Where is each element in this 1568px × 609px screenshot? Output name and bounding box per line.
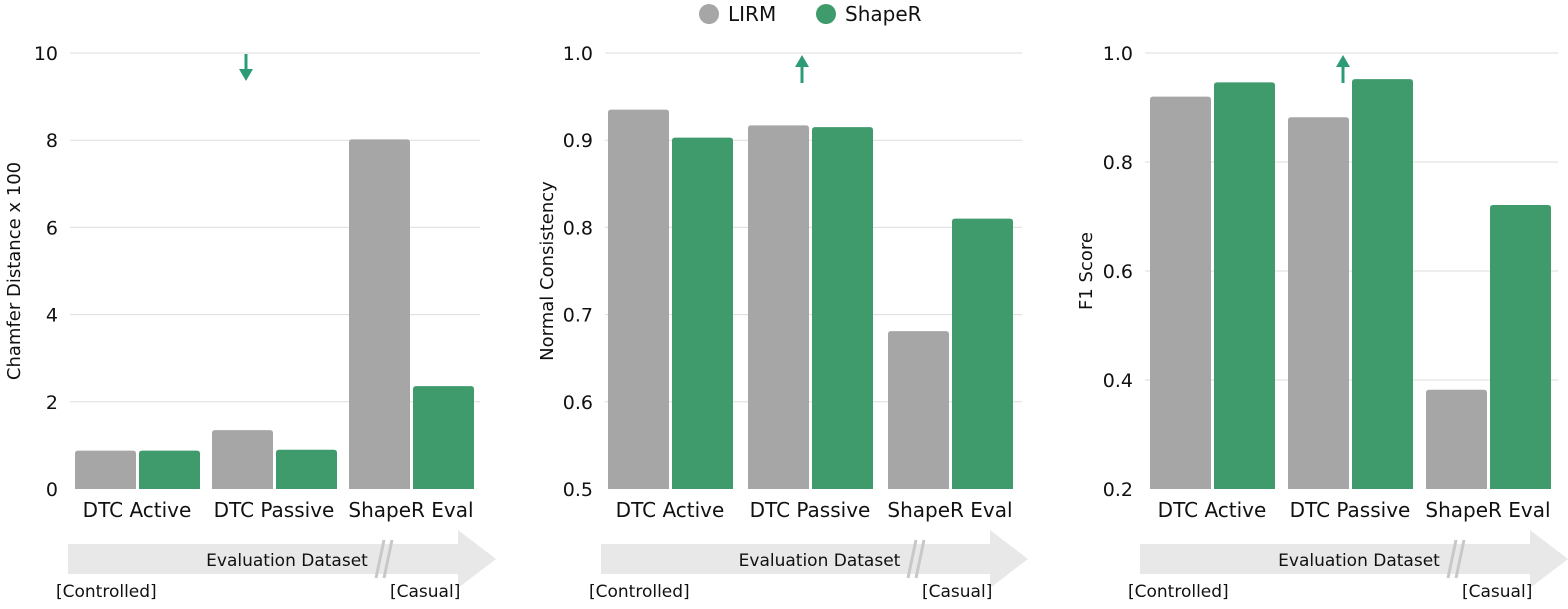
casual-tag: [Casual] [390,582,460,602]
y-tick-label: 2 [46,392,58,414]
dataset-arrow-label: Evaluation Dataset [1278,551,1440,571]
chart-panel-1: 0 2 4 6 8 10 Chamfer Distance x 100 DTC Active D… [4,43,496,602]
x-tick-label: ShapeR Eval [887,498,1012,522]
casual-tag: [Casual] [922,582,992,602]
y-tick-label: 8 [46,130,58,152]
x-tick-label: DTC Active [616,498,725,522]
bar-lirm-dtc-passive [1288,117,1349,489]
y-axis-label: Chamfer Distance x 100 [4,162,25,380]
y-tick-label: 0.6 [563,392,593,414]
bar-shaper-dtc-active [1214,82,1275,490]
arrow-up-icon [1336,55,1350,83]
casual-tag: [Casual] [1462,582,1532,602]
bar-lirm-dtc-active [608,109,669,490]
arrow-down-icon [239,54,253,81]
y-tick-label: 0.6 [1103,261,1133,283]
bar-shaper-dtc-active [672,137,733,490]
y-tick-label: 1.0 [1103,43,1133,65]
bar-shaper-shaper-eval [1490,205,1551,489]
dataset-arrow: Evaluation Dataset [601,530,1028,588]
bar-shaper-dtc-passive [812,127,873,490]
bar-shaper-dtc-passive [1352,79,1413,489]
legend-label-shaper: ShapeR [845,2,922,26]
bar-shaper-dtc-passive [276,449,337,489]
y-tick-label: 0.2 [1103,479,1133,501]
bar-lirm-dtc-passive [212,430,273,489]
y-axis-label: Normal Consistency [537,181,558,361]
dataset-arrow: Evaluation Dataset [68,530,496,588]
y-tick-label: 10 [34,43,58,65]
axis-break-icon [374,539,394,579]
dataset-arrow-shape [601,530,1028,588]
x-tick-label: DTC Active [1158,498,1267,522]
y-tick-label: 0.8 [563,217,593,239]
x-tick-label: ShapeR Eval [348,498,473,522]
legend-label-lirm: LIRM [728,2,776,26]
axis-break-icon [906,539,926,579]
y-tick-label: 6 [46,217,58,239]
dataset-arrow: Evaluation Dataset [1140,530,1568,588]
chart-panel-3: 0.2 0.4 0.6 0.8 1.0 F1 Score DTC Active DTC Pas… [1076,43,1568,602]
legend-swatch-lirm [699,4,719,24]
controlled-tag: [Controlled] [56,582,157,602]
dataset-arrow-shape [1140,530,1568,588]
x-tick-label: DTC Passive [214,498,335,522]
y-tick-label: 0.4 [1103,370,1133,392]
y-axis-label: F1 Score [1076,232,1097,310]
y-tick-label: 0 [46,479,58,501]
bar-lirm-dtc-passive [748,125,809,489]
bar-lirm-shaper-eval [349,139,410,489]
x-tick-label: DTC Passive [750,498,871,522]
dataset-arrow-shape [68,530,496,588]
bar-lirm-dtc-active [1150,96,1211,489]
dataset-arrow-label: Evaluation Dataset [739,551,901,571]
bar-shaper-shaper-eval [952,218,1013,489]
bar-lirm-shaper-eval [888,331,949,489]
x-tick-label: DTC Passive [1290,498,1411,522]
x-tick-label: ShapeR Eval [1425,498,1550,522]
bar-lirm-dtc-active [75,450,136,489]
chart-panel-2: 0.5 0.6 0.7 0.8 0.9 1.0 Normal Consistency DTC … [537,43,1028,602]
y-tick-label: 0.8 [1103,152,1133,174]
y-tick-label: 0.9 [563,130,593,152]
y-tick-label: 1.0 [563,43,593,65]
y-tick-label: 0.7 [563,305,593,327]
controlled-tag: [Controlled] [1128,582,1229,602]
arrow-up-icon [795,55,809,83]
bar-lirm-shaper-eval [1426,389,1487,489]
x-tick-label: DTC Active [83,498,192,522]
legend: LIRM ShapeR [699,2,922,26]
legend-swatch-shaper [816,4,836,24]
controlled-tag: [Controlled] [589,582,690,602]
y-tick-label: 4 [46,305,58,327]
y-tick-label: 0.5 [563,479,593,501]
dataset-arrow-label: Evaluation Dataset [206,551,368,571]
axis-break-icon [1446,539,1466,579]
bar-shaper-shaper-eval [413,386,474,489]
bar-shaper-dtc-active [139,450,200,489]
